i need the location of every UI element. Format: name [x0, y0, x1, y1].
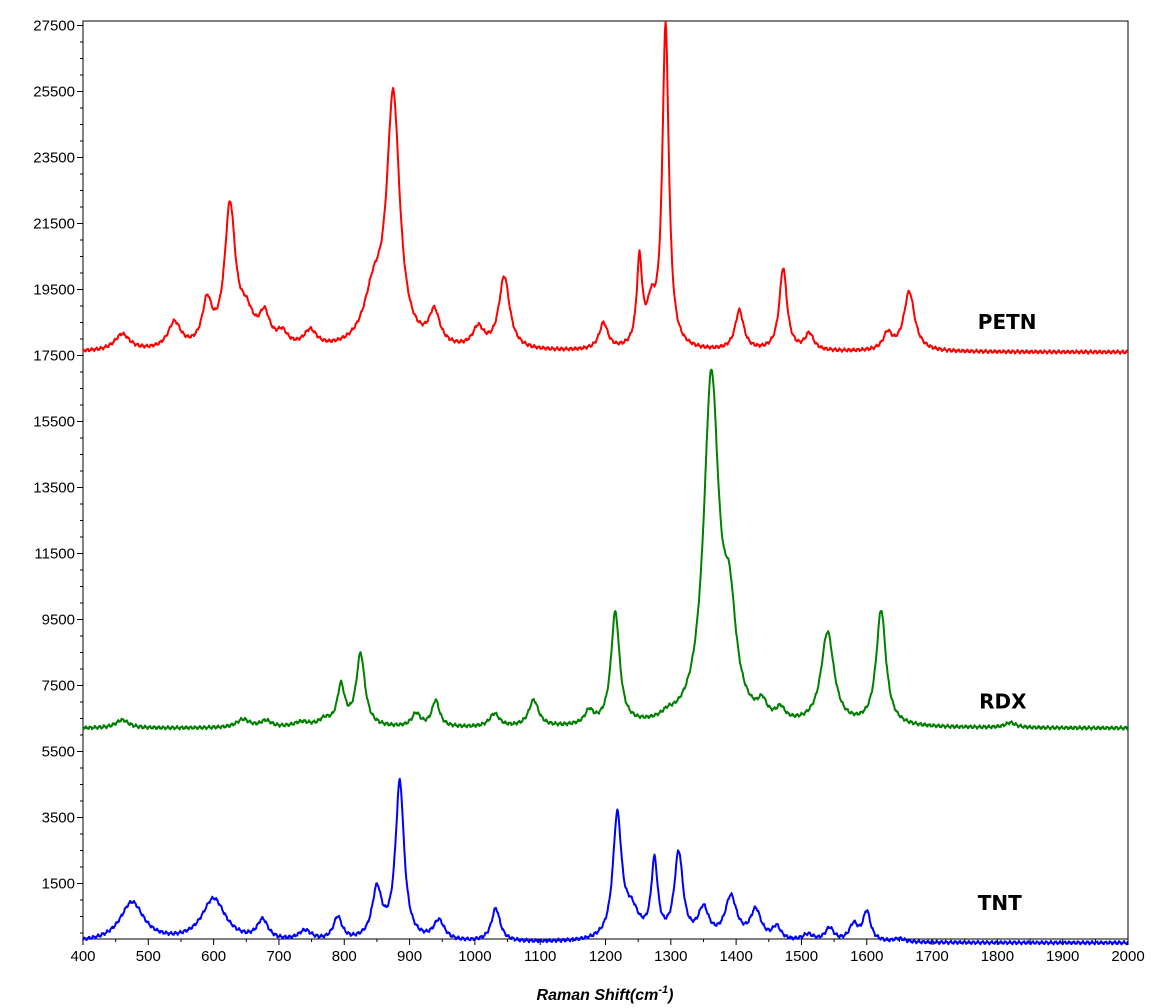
x-tick-label: 1700: [915, 948, 948, 965]
y-tick-label: 9500: [42, 612, 75, 629]
plot-frame: [82, 20, 1129, 940]
y-tick-label: 19500: [33, 282, 75, 299]
x-tick-label: 1400: [719, 948, 752, 965]
x-tick-label: 400: [70, 948, 95, 965]
y-tick-label: 15500: [33, 414, 75, 431]
series-label-rdx: RDX: [979, 690, 1027, 714]
x-tick-label: 700: [266, 948, 291, 965]
series-label-petn: PETN: [978, 310, 1037, 334]
x-tick-label: 900: [397, 948, 422, 965]
x-axis-title: Raman Shift(cm-1): [537, 984, 674, 1004]
x-tick-label: 1300: [654, 948, 687, 965]
x-tick-label: 2000: [1111, 948, 1144, 965]
y-tick-label: 17500: [33, 348, 75, 365]
y-tick-label: 5500: [42, 744, 75, 761]
x-tick-label: 1100: [524, 948, 556, 965]
series-line-rdx: [82, 368, 1129, 731]
y-tick-label: 21500: [33, 216, 75, 233]
x-tick-label: 800: [332, 948, 357, 965]
x-tick-label: 1600: [850, 948, 883, 965]
series-layer: [82, 20, 1129, 946]
y-tick-label: 1500: [42, 876, 75, 893]
y-tick-label: 27500: [33, 18, 75, 35]
series-label-tnt: TNT: [978, 891, 1022, 915]
x-axis-title-superscript: -1: [658, 984, 668, 996]
x-tick-label: 1000: [458, 948, 491, 965]
y-tick-label: 11500: [34, 546, 75, 563]
plot-area: [82, 20, 1129, 940]
x-tick-label: 1200: [589, 948, 622, 965]
y-tick-label: 13500: [33, 480, 75, 497]
y-tick-label: 7500: [42, 678, 75, 695]
x-tick-label: 500: [136, 948, 161, 965]
x-tick-label: 600: [201, 948, 226, 965]
axes: 1500 3500 5500 7500 9500 11500 13500 15500 17500…: [33, 18, 1144, 966]
x-tick-label: 1800: [981, 948, 1014, 965]
series-line-tnt: [82, 777, 1129, 946]
x-tick-label: 1900: [1046, 948, 1079, 965]
y-tick-label: 25500: [33, 84, 75, 101]
x-tick-label: 1500: [785, 948, 818, 965]
series-line-petn: [82, 20, 1129, 355]
y-tick-label: 3500: [42, 810, 75, 827]
y-tick-label: 23500: [33, 150, 75, 167]
series-labels: PETN RDX TNT: [978, 310, 1037, 915]
